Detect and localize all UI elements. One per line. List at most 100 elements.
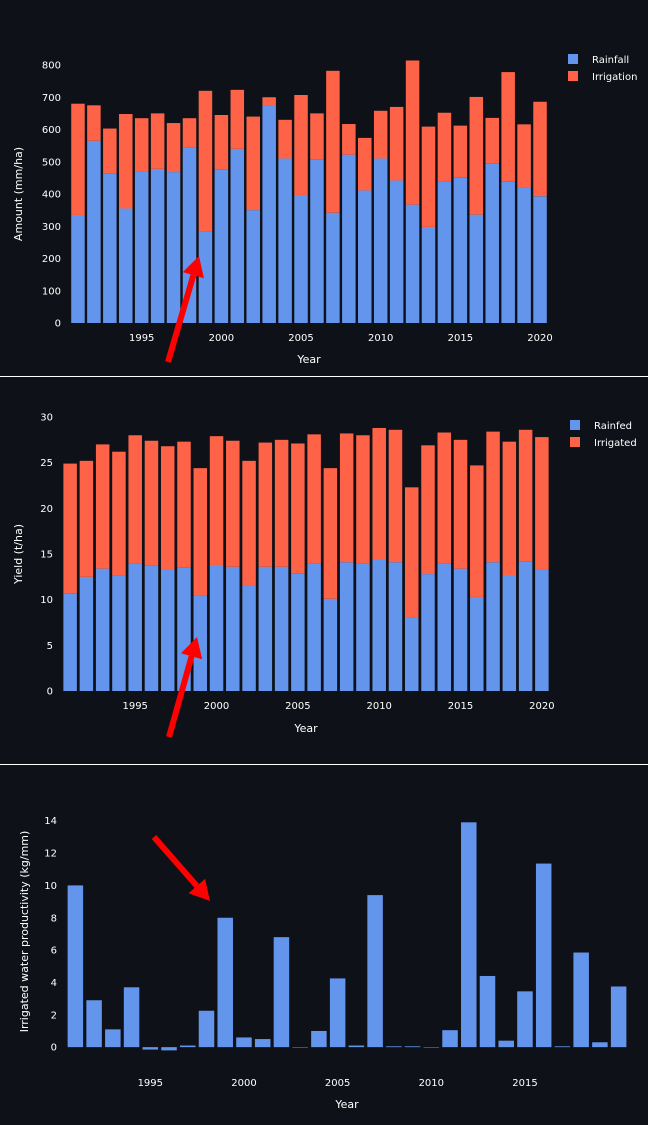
bar-irrigated-2010 [372,427,386,560]
bar-rainfall-1997 [166,172,181,323]
x-tick-label: 2000 [231,1078,256,1089]
bar-irrigated-2012 [404,487,419,618]
x-tick-label: 2000 [204,701,229,712]
yield-chart: 0 5 10 15 20 25 30 1995 2000 2005 2010 2015 2020 Year… [12,413,637,738]
x-axis-label: Year [334,1098,359,1111]
bar-value-2009 [404,1046,421,1048]
bar-irrigated-2008 [339,433,354,563]
bar-value-2019 [592,1042,608,1048]
x-tick-label: 2010 [419,1078,444,1089]
y-tick-label: 4 [51,978,57,989]
bar-irrigated-2016 [470,465,484,597]
bar-rainfed-2014 [437,563,452,691]
bar-rainfall-2000 [214,169,229,323]
legend-swatch-rainfed [570,420,580,430]
bar-irrigated-2015 [453,439,468,569]
bar-rainfall-2004 [278,158,292,323]
bar-rainfall-1999 [198,231,213,323]
bar-rainfall-2002 [246,210,260,323]
bar-value-1993 [105,1029,121,1048]
amount-chart-panel: 0 100 200 300 400 500 600 700 800 1995 2000 2005 201… [0,0,648,376]
x-tick-label: 2015 [448,701,473,712]
bar-irrigation-2018 [501,72,515,182]
bar-irrigated-1999 [193,468,208,596]
bar-value-2014 [498,1040,514,1048]
bar-irrigation-2000 [214,114,229,170]
bar-rainfall-2009 [358,190,372,323]
bar-irrigated-2003 [258,442,273,567]
bar-irrigation-1991 [71,103,85,215]
annotation-arrow-head [181,637,203,660]
bar-irrigation-2014 [437,112,452,182]
x-tick-label: 1995 [122,701,147,712]
bar-irrigation-2006 [310,113,324,160]
bar-irrigation-1992 [87,105,101,141]
bar-rainfed-2008 [339,562,354,691]
bar-irrigated-2011 [388,429,403,563]
bar-irrigated-2020 [535,437,549,570]
bar-rainfall-2014 [437,181,452,323]
x-axis-label: Year [296,353,321,366]
bar-rainfall-1993 [103,173,117,323]
bar-rainfall-2007 [326,212,340,323]
bar-rainfall-2006 [310,159,324,323]
bar-value-2007 [367,895,383,1048]
bar-irrigated-2013 [421,445,435,575]
bar-irrigated-1995 [128,435,142,564]
bar-rainfed-1991 [63,593,77,691]
bar-irrigated-2001 [226,440,240,567]
bar-rainfall-1992 [87,140,101,323]
bar-value-1998 [198,1010,215,1048]
bar-value-1996 [161,1047,177,1051]
bar-rainfed-2012 [404,617,419,691]
bar-irrigated-1992 [79,460,94,577]
x-tick-label: 2005 [288,333,313,344]
y-tick-label: 0 [55,319,61,330]
legend-swatch-rainfall [568,54,578,64]
bar-irrigation-2020 [533,101,547,197]
y-tick-label: 30 [40,413,53,424]
bar-value-2010 [423,1047,440,1048]
y-tick-label: 12 [44,849,57,860]
bar-rainfall-1996 [150,168,165,323]
bar-rainfed-1998 [177,567,191,691]
bar-irrigated-2009 [356,435,370,564]
legend-label-rainfall: Rainfall [592,55,629,66]
bar-rainfed-2002 [242,585,256,691]
bar-rainfall-2018 [501,181,515,323]
bar-irrigated-1993 [95,444,110,569]
bar-rainfall-1994 [119,208,133,323]
bar-irrigation-2017 [485,117,499,164]
bar-irrigation-2010 [373,110,388,159]
annotation-arrow-shaft [165,274,197,363]
y-axis-label: Irrigated water productivity (kg/mm) [18,831,31,1033]
bar-rainfed-2015 [453,568,468,691]
x-tick-label: 2000 [209,333,234,344]
bar-rainfall-2020 [533,196,547,323]
bar-value-1991 [67,885,84,1048]
bar-irrigation-2016 [469,96,484,215]
bar-rainfall-2013 [421,226,436,323]
bar-irrigation-2005 [294,94,308,195]
bar-rainfall-1991 [71,214,85,323]
bar-irrigated-2018 [502,441,517,576]
bar-irrigation-2001 [230,89,245,149]
annotation-arrow-head [182,256,204,279]
legend-label-irrigated: Irrigated [594,438,637,449]
bar-rainfed-1993 [95,568,110,691]
bar-rainfall-2003 [262,105,276,324]
y-tick-label: 700 [42,93,61,104]
bar-irrigated-2004 [274,439,289,567]
bar-irrigated-2002 [242,460,256,586]
legend-label-irrigation: Irrigation [592,72,637,83]
bar-rainfed-2003 [258,566,273,691]
bar-value-2011 [442,1030,458,1048]
bar-irrigation-1996 [150,113,165,169]
bar-value-2013 [479,975,496,1048]
bar-irrigation-2011 [389,106,404,181]
bar-value-2015 [517,991,533,1048]
bar-irrigation-2003 [262,97,276,106]
bar-rainfed-2018 [502,575,517,691]
x-tick-label: 2015 [512,1078,537,1089]
y-tick-label: 0 [47,687,53,698]
